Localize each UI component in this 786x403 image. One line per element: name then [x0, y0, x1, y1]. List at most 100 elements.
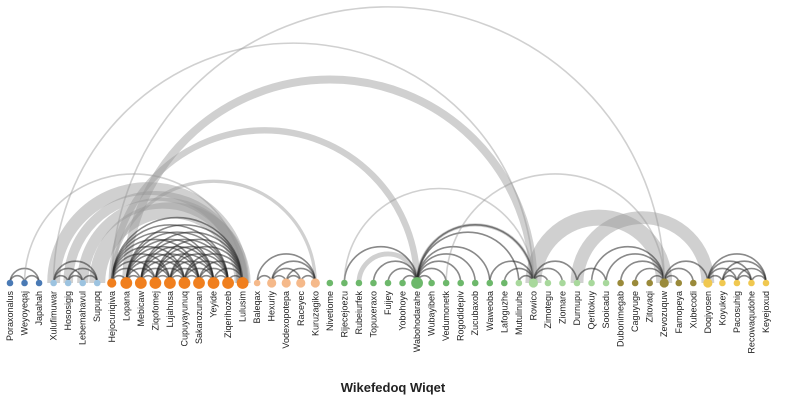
- node-label: Rowico: [528, 291, 538, 321]
- node-label: Weyoyeqaj: [20, 291, 30, 335]
- node-label: Ziqofomej: [150, 291, 160, 331]
- node-point: [515, 279, 523, 287]
- node-point: [646, 279, 653, 287]
- node-point: [370, 279, 377, 287]
- node-point: [411, 277, 423, 289]
- node-label: Vedumonetk: [441, 291, 451, 342]
- node-point: [253, 279, 261, 287]
- label-layer: Poraxonalus Weyoyeqaj Japahah Xulufimuwar Ho…: [5, 291, 771, 354]
- node-label: Durnupu: [572, 291, 582, 326]
- node-label: Baleqax: [252, 291, 262, 324]
- node-label: Yeyide: [209, 291, 219, 318]
- node-point: [617, 279, 624, 287]
- node-label: Mebicaw: [136, 291, 146, 327]
- node-label: Sooicadu: [601, 291, 611, 329]
- node-point: [50, 279, 57, 287]
- node-point: [6, 279, 14, 287]
- link-arc: [663, 260, 709, 284]
- node-point: [93, 279, 101, 287]
- link-arc: [77, 197, 249, 284]
- link-arc: [23, 173, 244, 284]
- node-label: Ziomare: [557, 291, 567, 324]
- node-label: Wabohodarahe: [412, 291, 422, 352]
- node-label: Hejocuriqiwa: [107, 291, 117, 343]
- node-label: Zevozuquw: [659, 291, 669, 338]
- node-label: Fuijey: [383, 291, 393, 316]
- node-point: [222, 277, 234, 289]
- node-point: [659, 278, 669, 288]
- node-point: [690, 279, 697, 287]
- node-point: [703, 278, 713, 288]
- node-point: [149, 277, 162, 289]
- node-point: [341, 279, 348, 287]
- node-point: [675, 279, 683, 287]
- link-arc: [721, 267, 753, 284]
- node-point: [719, 279, 726, 287]
- node-label: Famopeya: [674, 291, 684, 334]
- node-label: Lujahusa: [165, 291, 175, 328]
- node-label: Xubecodi: [688, 291, 698, 329]
- node-label: Japahah: [34, 291, 44, 326]
- link-arc: [285, 267, 317, 284]
- node-point: [134, 277, 147, 289]
- node-point: [267, 278, 277, 288]
- link-arc: [736, 267, 767, 284]
- node-label: Lopana: [121, 291, 131, 321]
- node-label: Zitovaqi: [645, 291, 655, 323]
- node-label: Waweoba: [485, 291, 495, 331]
- node-point: [762, 279, 770, 287]
- link-arc: [9, 267, 40, 284]
- node-point: [296, 278, 306, 288]
- node-label: Supupq: [92, 291, 102, 322]
- node-label: Hososigig: [63, 291, 73, 331]
- link-arc: [108, 127, 421, 284]
- node-label: Hexuriy: [267, 291, 277, 322]
- node-point: [733, 279, 741, 287]
- node-label: Poraxonalus: [5, 291, 15, 342]
- arc-layer: [9, 6, 767, 284]
- node-label: Caguyuge: [630, 291, 640, 332]
- node-label: Sakarozunan: [194, 291, 204, 344]
- node-label: Rijecejoezu: [339, 291, 349, 338]
- node-point: [193, 277, 205, 289]
- node-label: Lafoguzhe: [499, 291, 509, 333]
- node-label: Yobohoye: [398, 291, 408, 331]
- node-point: [384, 279, 392, 287]
- node-label: Wubayibeh: [427, 291, 437, 336]
- link-arc: [416, 246, 491, 284]
- link-arc: [416, 224, 535, 284]
- node-point: [236, 277, 249, 289]
- node-label: Topuxeraxo: [368, 291, 378, 338]
- node-label: Lulusim: [238, 291, 248, 322]
- node-point: [310, 278, 320, 288]
- link-arc: [445, 173, 666, 284]
- node-point: [79, 279, 86, 287]
- node-point: [573, 279, 581, 287]
- link-arc: [122, 75, 538, 284]
- node-point: [120, 277, 133, 289]
- node-label: Xulufimuwar: [49, 291, 59, 341]
- node-point: [559, 279, 566, 287]
- node-point: [748, 279, 755, 287]
- node-label: Dubonimegab: [616, 291, 626, 347]
- node-label: Zimotegu: [543, 291, 553, 329]
- node-label: Keyejoxud: [761, 291, 771, 333]
- link-arc: [63, 191, 248, 284]
- node-point: [178, 277, 191, 289]
- node-label: Rubeiurfek: [354, 291, 364, 335]
- node-label: Zucubaxob: [470, 291, 480, 336]
- link-arc: [47, 182, 250, 284]
- link-arc: [110, 6, 666, 284]
- link-arc: [634, 267, 666, 284]
- node-point: [21, 279, 28, 287]
- node-label: Rogodidepiv: [456, 291, 466, 342]
- node-point: [486, 279, 494, 287]
- node-point: [399, 279, 406, 287]
- node-point: [442, 279, 450, 287]
- node-point: [326, 279, 334, 287]
- link-arc: [488, 260, 535, 284]
- node-label: Doqiyosen: [703, 291, 713, 334]
- node-layer: [6, 277, 770, 289]
- chart-title: Wikefedoq Wiqet: [340, 380, 446, 395]
